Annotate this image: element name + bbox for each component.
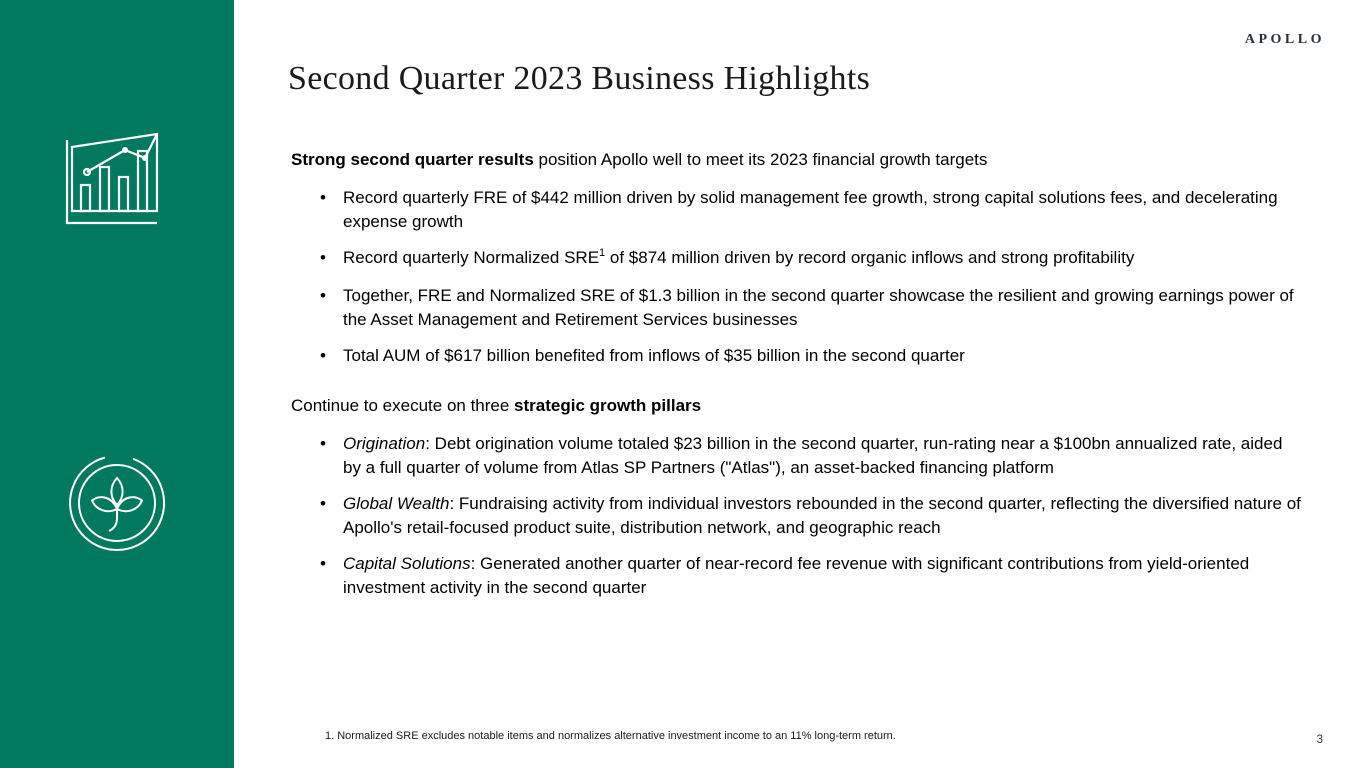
text-run: : Generated another quarter of near-reco…: [343, 554, 1250, 597]
text-run: Capital Solutions: [343, 554, 471, 573]
text-run: Record quarterly FRE of $442 million dri…: [343, 188, 1278, 231]
bullet-item: Capital Solutions: Generated another qua…: [320, 552, 1303, 600]
text-run: Global Wealth: [343, 494, 450, 513]
page-title: Second Quarter 2023 Business Highlights: [288, 60, 871, 97]
sidebar: [0, 0, 234, 768]
text-run: strategic growth pillars: [514, 396, 702, 415]
footnote: 1. Normalized SRE excludes notable items…: [325, 730, 896, 742]
bullet-item: Origination: Debt origination volume tot…: [320, 432, 1303, 480]
page-number: 3: [1316, 734, 1323, 746]
apollo-logo: APOLLO: [1244, 32, 1325, 47]
bullet-item: Global Wealth: Fundraising activity from…: [320, 492, 1303, 540]
slide-body: Strong second quarter results position A…: [291, 148, 1303, 600]
bar-chart-trend-icon: [64, 131, 160, 227]
plant-growth-icon: [66, 452, 168, 554]
text-run: 1: [599, 247, 606, 259]
text-run: Record quarterly Normalized SRE: [343, 248, 600, 267]
bullet-item: Total AUM of $617 billion benefited from…: [320, 344, 1303, 368]
bullet-item: Together, FRE and Normalized SRE of $1.3…: [320, 284, 1303, 332]
text-run: Continue to execute on three: [291, 396, 515, 415]
section-lead: Continue to execute on three strategic g…: [291, 394, 1303, 418]
text-run: : Fundraising activity from individual i…: [343, 494, 1301, 537]
text-run: Origination: [343, 434, 426, 453]
text-run: : Debt origination volume totaled $23 bi…: [343, 434, 1283, 477]
bullet-item: Record quarterly Normalized SRE1 of $874…: [320, 246, 1303, 272]
text-run: Strong second quarter results: [291, 150, 534, 169]
text-run: of $874 million driven by record organic…: [605, 248, 1135, 267]
bullet-list: Origination: Debt origination volume tot…: [291, 432, 1303, 600]
text-run: Together, FRE and Normalized SRE of $1.3…: [343, 286, 1294, 329]
bullet-item: Record quarterly FRE of $442 million dri…: [320, 186, 1303, 234]
bullet-list: Record quarterly FRE of $442 million dri…: [291, 186, 1303, 368]
text-run: Total AUM of $617 billion benefited from…: [343, 346, 965, 365]
text-run: position Apollo well to meet its 2023 fi…: [533, 150, 988, 169]
content-section: Strong second quarter results position A…: [291, 148, 1303, 368]
content-section: Continue to execute on three strategic g…: [291, 394, 1303, 600]
section-lead: Strong second quarter results position A…: [291, 148, 1303, 172]
